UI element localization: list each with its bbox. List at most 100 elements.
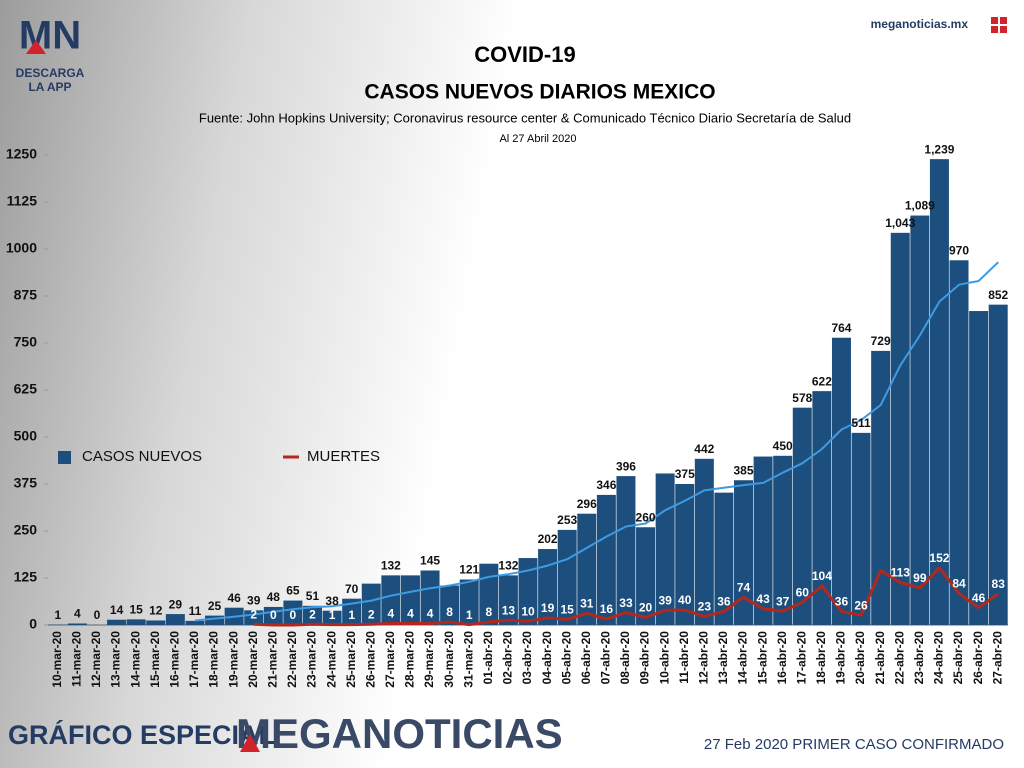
value-label: 260	[636, 510, 656, 524]
chart-title: COVID-19	[474, 42, 575, 67]
bar	[871, 350, 891, 625]
value-label: 84	[952, 577, 966, 591]
x-tick-label: 25-mar-20	[344, 631, 358, 688]
value-label: 442	[694, 442, 714, 456]
bar	[205, 615, 225, 625]
x-tick-label: 21-abr-20	[873, 631, 887, 685]
bar	[420, 570, 440, 625]
x-tick-label: 30-mar-20	[442, 631, 456, 688]
site-icon	[991, 17, 1007, 33]
value-label: 51	[306, 589, 320, 603]
bar	[969, 311, 989, 625]
value-label: 40	[678, 593, 692, 607]
footer-left: GRÁFICO ESPECIAL	[8, 719, 275, 750]
value-label: 14	[110, 603, 124, 617]
value-label: 8	[485, 605, 492, 619]
bar	[302, 605, 322, 625]
value-label: 65	[286, 584, 300, 598]
bar	[498, 575, 518, 625]
bar	[459, 579, 479, 625]
x-tick-label: 18-mar-20	[207, 631, 221, 688]
bar	[400, 575, 420, 625]
value-label: 729	[871, 334, 891, 348]
bar	[107, 619, 127, 625]
x-tick-label: 24-mar-20	[324, 631, 338, 688]
bar	[831, 337, 851, 625]
bar	[381, 575, 401, 625]
icon-square	[1000, 17, 1007, 24]
x-tick-label: 02-abr-20	[501, 631, 515, 685]
value-label: 0	[290, 608, 297, 622]
x-tick-label: 16-mar-20	[168, 631, 182, 688]
value-label: 764	[831, 321, 851, 335]
y-tick-label: 0	[29, 616, 37, 632]
x-tick-label: 13-abr-20	[716, 631, 730, 685]
value-label: 31	[580, 597, 594, 611]
x-tick-label: 05-abr-20	[559, 631, 573, 685]
value-label: 1,043	[885, 216, 915, 230]
value-label: 38	[325, 594, 339, 608]
value-label: 99	[913, 571, 927, 585]
x-tick-label: 19-mar-20	[226, 631, 240, 688]
value-label: 11	[189, 604, 202, 618]
value-label: 0	[270, 608, 277, 622]
value-label: 4	[427, 607, 434, 621]
x-tick-label: 25-abr-20	[951, 631, 965, 685]
bar	[538, 549, 558, 625]
x-tick-label: 20-abr-20	[853, 631, 867, 685]
legend-swatch	[58, 451, 71, 464]
value-label: 202	[538, 532, 558, 546]
value-label: 10	[521, 604, 535, 618]
x-tick-label: 21-mar-20	[265, 631, 279, 688]
value-label: 29	[169, 597, 183, 611]
bar	[361, 583, 381, 625]
y-tick-label: 375	[14, 475, 38, 491]
x-tick-label: 11-mar-20	[70, 631, 84, 687]
site: meganoticias.mx	[871, 17, 969, 31]
bar	[773, 455, 793, 625]
value-label: 1	[348, 608, 355, 622]
bar	[655, 473, 675, 625]
value-label: 1	[466, 608, 473, 622]
y-tick-label: 125	[14, 569, 38, 585]
value-label: 15	[129, 603, 143, 617]
bar	[890, 232, 910, 625]
bar	[616, 476, 636, 625]
x-tick-label: 04-abr-20	[540, 631, 554, 685]
y-tick-label: 1250	[6, 146, 37, 162]
value-label: 1	[54, 608, 61, 622]
value-label: 23	[698, 600, 712, 614]
value-label: 4	[407, 607, 414, 621]
x-tick-label: 06-abr-20	[579, 631, 593, 685]
bar	[949, 260, 969, 625]
bar	[792, 407, 812, 625]
value-label: 132	[498, 559, 518, 573]
value-label: 1,089	[905, 199, 935, 213]
bar	[929, 159, 949, 626]
x-tick-label: 16-abr-20	[775, 631, 789, 685]
bar	[440, 585, 460, 625]
value-label: 346	[596, 478, 616, 492]
x-tick-label: 12-abr-20	[696, 631, 710, 685]
value-label: 2	[309, 607, 316, 621]
bar	[851, 432, 871, 625]
value-label: 15	[561, 603, 575, 617]
value-label: 2	[250, 607, 257, 621]
value-label: 0	[94, 608, 101, 622]
value-label: 39	[247, 594, 261, 608]
logo-app: LA APP	[28, 80, 71, 94]
icon-square	[991, 17, 998, 24]
bar	[675, 484, 695, 625]
bar	[812, 391, 832, 625]
value-label: 132	[381, 559, 401, 573]
value-label: 970	[949, 243, 969, 257]
y-tick-label: 875	[14, 287, 38, 303]
bar	[753, 456, 773, 625]
value-label: 39	[658, 594, 672, 608]
value-label: 16	[600, 602, 614, 616]
value-label: 450	[773, 439, 793, 453]
bar	[146, 620, 166, 625]
line	[194, 261, 999, 622]
x-tick-label: 20-mar-20	[246, 631, 260, 688]
value-label: 36	[717, 595, 731, 609]
